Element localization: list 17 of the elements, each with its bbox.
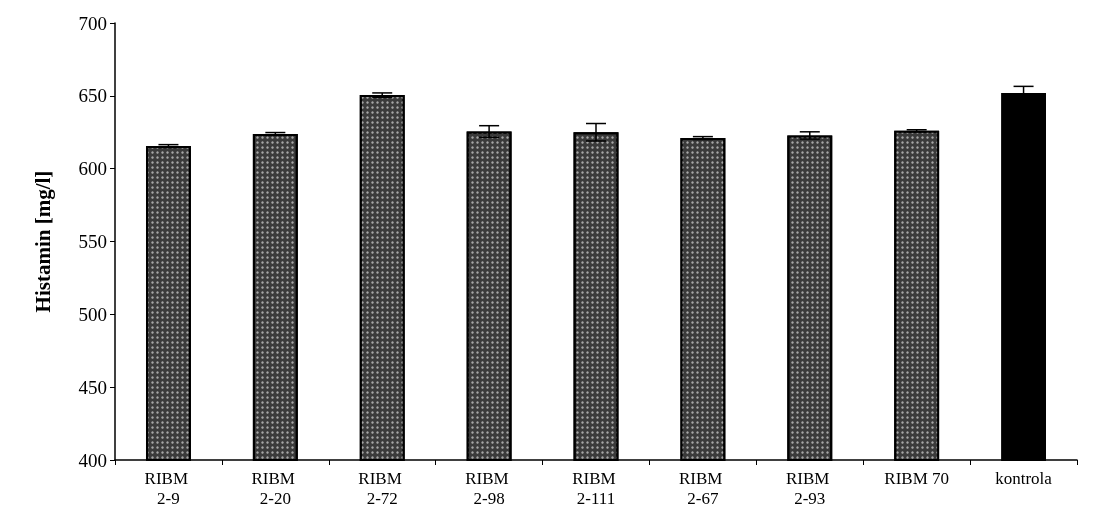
y-tick-label: 400 [78, 449, 107, 471]
y-axis-title: Histamin [mg/l] [30, 170, 55, 313]
x-tick-label: RIBM 2-111 [572, 468, 620, 508]
y-tick-label: 700 [78, 12, 107, 34]
x-tick-label: RIBM 2-20 [251, 468, 300, 508]
x-tick-label: RIBM 2-9 [144, 468, 193, 508]
x-tick-label: RIBM 2-93 [785, 468, 834, 508]
x-tick-label: RIBM 2-72 [358, 468, 407, 508]
x-tick-label: kontrola [995, 468, 1053, 488]
x-tick-label: RIBM 2-98 [465, 468, 513, 508]
y-tick-label: 550 [78, 231, 107, 252]
y-tick-label: 650 [78, 85, 107, 107]
y-tick-label: 600 [78, 158, 107, 180]
x-tick-label: RIBM 70 [884, 468, 950, 488]
y-tick-label: 500 [78, 303, 107, 325]
y-tick-label: 450 [78, 376, 107, 398]
x-tick-label: RIBM 2-67 [679, 468, 727, 508]
